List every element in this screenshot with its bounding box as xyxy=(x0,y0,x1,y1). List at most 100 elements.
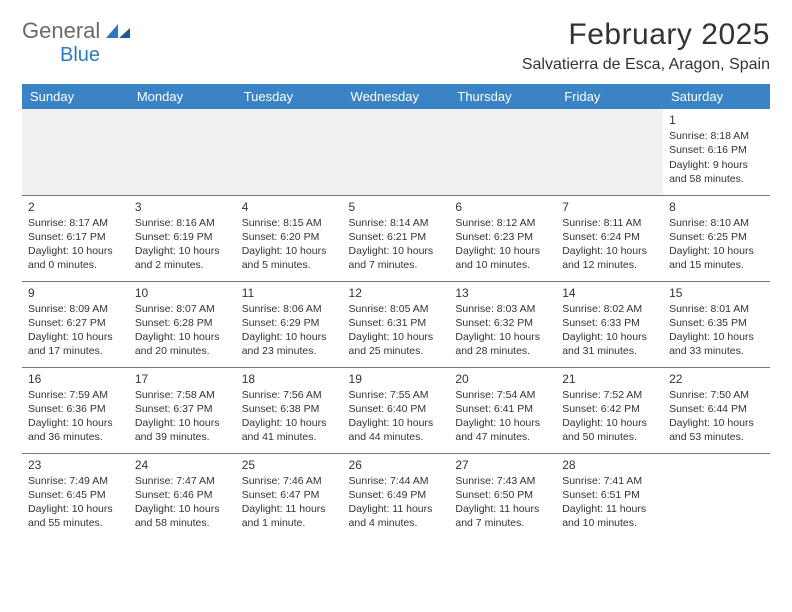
sunset-text: Sunset: 6:28 PM xyxy=(135,316,230,330)
daylight-text: Daylight: 11 hours and 1 minute. xyxy=(242,502,337,530)
calendar-day-cell: 2Sunrise: 8:17 AMSunset: 6:17 PMDaylight… xyxy=(22,195,129,281)
daylight-text: Daylight: 9 hours and 58 minutes. xyxy=(669,158,764,186)
calendar-week-row: 16Sunrise: 7:59 AMSunset: 6:36 PMDayligh… xyxy=(22,367,770,453)
sunset-text: Sunset: 6:45 PM xyxy=(28,488,123,502)
daylight-text: Daylight: 10 hours and 31 minutes. xyxy=(562,330,657,358)
day-number: 1 xyxy=(669,112,764,128)
weekday-header: Wednesday xyxy=(343,84,450,109)
sunset-text: Sunset: 6:36 PM xyxy=(28,402,123,416)
calendar-day-cell: 18Sunrise: 7:56 AMSunset: 6:38 PMDayligh… xyxy=(236,367,343,453)
calendar-day-cell: 16Sunrise: 7:59 AMSunset: 6:36 PMDayligh… xyxy=(22,367,129,453)
day-number: 7 xyxy=(562,199,657,215)
weekday-header: Monday xyxy=(129,84,236,109)
daylight-text: Daylight: 10 hours and 7 minutes. xyxy=(349,244,444,272)
page-header: General Blue February 2025 Salvatierra d… xyxy=(22,18,770,74)
sunset-text: Sunset: 6:49 PM xyxy=(349,488,444,502)
calendar-day-cell: 6Sunrise: 8:12 AMSunset: 6:23 PMDaylight… xyxy=(449,195,556,281)
sunset-text: Sunset: 6:29 PM xyxy=(242,316,337,330)
sunrise-text: Sunrise: 8:07 AM xyxy=(135,302,230,316)
day-number: 13 xyxy=(455,285,550,301)
calendar-day-cell: 1Sunrise: 8:18 AMSunset: 6:16 PMDaylight… xyxy=(663,109,770,195)
calendar-day-cell: 24Sunrise: 7:47 AMSunset: 6:46 PMDayligh… xyxy=(129,453,236,539)
logo-text-general: General xyxy=(22,18,100,44)
day-number: 12 xyxy=(349,285,444,301)
sunrise-text: Sunrise: 8:14 AM xyxy=(349,216,444,230)
calendar-day-cell xyxy=(556,109,663,195)
day-number: 11 xyxy=(242,285,337,301)
calendar-day-cell: 5Sunrise: 8:14 AMSunset: 6:21 PMDaylight… xyxy=(343,195,450,281)
day-number: 21 xyxy=(562,371,657,387)
sunrise-text: Sunrise: 8:03 AM xyxy=(455,302,550,316)
calendar-day-cell: 12Sunrise: 8:05 AMSunset: 6:31 PMDayligh… xyxy=(343,281,450,367)
sunrise-text: Sunrise: 7:58 AM xyxy=(135,388,230,402)
calendar-day-cell: 28Sunrise: 7:41 AMSunset: 6:51 PMDayligh… xyxy=(556,453,663,539)
sunset-text: Sunset: 6:19 PM xyxy=(135,230,230,244)
calendar-day-cell: 25Sunrise: 7:46 AMSunset: 6:47 PMDayligh… xyxy=(236,453,343,539)
sunrise-text: Sunrise: 8:15 AM xyxy=(242,216,337,230)
sunset-text: Sunset: 6:42 PM xyxy=(562,402,657,416)
sunrise-text: Sunrise: 7:41 AM xyxy=(562,474,657,488)
sunrise-text: Sunrise: 8:01 AM xyxy=(669,302,764,316)
sunset-text: Sunset: 6:50 PM xyxy=(455,488,550,502)
calendar-day-cell xyxy=(663,453,770,539)
calendar-table: Sunday Monday Tuesday Wednesday Thursday… xyxy=(22,84,770,539)
calendar-day-cell: 23Sunrise: 7:49 AMSunset: 6:45 PMDayligh… xyxy=(22,453,129,539)
daylight-text: Daylight: 10 hours and 44 minutes. xyxy=(349,416,444,444)
calendar-day-cell: 3Sunrise: 8:16 AMSunset: 6:19 PMDaylight… xyxy=(129,195,236,281)
sunset-text: Sunset: 6:46 PM xyxy=(135,488,230,502)
sunrise-text: Sunrise: 7:52 AM xyxy=(562,388,657,402)
day-number: 16 xyxy=(28,371,123,387)
daylight-text: Daylight: 10 hours and 0 minutes. xyxy=(28,244,123,272)
day-number: 17 xyxy=(135,371,230,387)
sunrise-text: Sunrise: 7:43 AM xyxy=(455,474,550,488)
daylight-text: Daylight: 10 hours and 58 minutes. xyxy=(135,502,230,530)
calendar-day-cell xyxy=(22,109,129,195)
sunset-text: Sunset: 6:20 PM xyxy=(242,230,337,244)
daylight-text: Daylight: 10 hours and 36 minutes. xyxy=(28,416,123,444)
calendar-day-cell: 26Sunrise: 7:44 AMSunset: 6:49 PMDayligh… xyxy=(343,453,450,539)
daylight-text: Daylight: 10 hours and 28 minutes. xyxy=(455,330,550,358)
sunset-text: Sunset: 6:37 PM xyxy=(135,402,230,416)
calendar-day-cell: 21Sunrise: 7:52 AMSunset: 6:42 PMDayligh… xyxy=(556,367,663,453)
calendar-day-cell: 11Sunrise: 8:06 AMSunset: 6:29 PMDayligh… xyxy=(236,281,343,367)
day-number: 14 xyxy=(562,285,657,301)
sunrise-text: Sunrise: 7:50 AM xyxy=(669,388,764,402)
daylight-text: Daylight: 10 hours and 50 minutes. xyxy=(562,416,657,444)
sunrise-text: Sunrise: 8:11 AM xyxy=(562,216,657,230)
daylight-text: Daylight: 10 hours and 17 minutes. xyxy=(28,330,123,358)
day-number: 2 xyxy=(28,199,123,215)
weekday-header: Friday xyxy=(556,84,663,109)
calendar-body: 1Sunrise: 8:18 AMSunset: 6:16 PMDaylight… xyxy=(22,109,770,539)
sunset-text: Sunset: 6:24 PM xyxy=(562,230,657,244)
day-number: 27 xyxy=(455,457,550,473)
weekday-header-row: Sunday Monday Tuesday Wednesday Thursday… xyxy=(22,84,770,109)
calendar-day-cell: 20Sunrise: 7:54 AMSunset: 6:41 PMDayligh… xyxy=(449,367,556,453)
daylight-text: Daylight: 10 hours and 47 minutes. xyxy=(455,416,550,444)
weekday-header: Saturday xyxy=(663,84,770,109)
calendar-day-cell: 9Sunrise: 8:09 AMSunset: 6:27 PMDaylight… xyxy=(22,281,129,367)
sunset-text: Sunset: 6:47 PM xyxy=(242,488,337,502)
calendar-day-cell: 4Sunrise: 8:15 AMSunset: 6:20 PMDaylight… xyxy=(236,195,343,281)
calendar-day-cell: 17Sunrise: 7:58 AMSunset: 6:37 PMDayligh… xyxy=(129,367,236,453)
sunset-text: Sunset: 6:17 PM xyxy=(28,230,123,244)
sunset-text: Sunset: 6:33 PM xyxy=(562,316,657,330)
daylight-text: Daylight: 10 hours and 20 minutes. xyxy=(135,330,230,358)
title-block: February 2025 Salvatierra de Esca, Arago… xyxy=(522,18,770,74)
sunset-text: Sunset: 6:25 PM xyxy=(669,230,764,244)
sunset-text: Sunset: 6:44 PM xyxy=(669,402,764,416)
sunset-text: Sunset: 6:41 PM xyxy=(455,402,550,416)
calendar-day-cell: 7Sunrise: 8:11 AMSunset: 6:24 PMDaylight… xyxy=(556,195,663,281)
day-number: 28 xyxy=(562,457,657,473)
calendar-week-row: 1Sunrise: 8:18 AMSunset: 6:16 PMDaylight… xyxy=(22,109,770,195)
calendar-week-row: 23Sunrise: 7:49 AMSunset: 6:45 PMDayligh… xyxy=(22,453,770,539)
sunset-text: Sunset: 6:32 PM xyxy=(455,316,550,330)
sunset-text: Sunset: 6:38 PM xyxy=(242,402,337,416)
calendar-day-cell xyxy=(236,109,343,195)
daylight-text: Daylight: 10 hours and 55 minutes. xyxy=(28,502,123,530)
daylight-text: Daylight: 10 hours and 41 minutes. xyxy=(242,416,337,444)
daylight-text: Daylight: 10 hours and 5 minutes. xyxy=(242,244,337,272)
calendar-day-cell: 14Sunrise: 8:02 AMSunset: 6:33 PMDayligh… xyxy=(556,281,663,367)
sunset-text: Sunset: 6:40 PM xyxy=(349,402,444,416)
calendar-day-cell xyxy=(449,109,556,195)
logo-text-blue: Blue xyxy=(60,44,100,67)
